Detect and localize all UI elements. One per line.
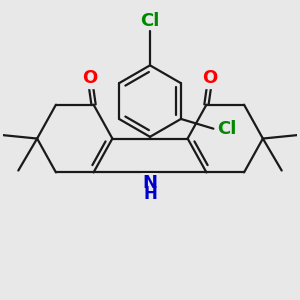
Text: N: N (142, 174, 158, 192)
Text: O: O (82, 69, 98, 87)
Text: H: H (143, 185, 157, 203)
Text: O: O (202, 69, 218, 87)
Text: Cl: Cl (140, 12, 160, 30)
Text: Cl: Cl (217, 120, 236, 138)
